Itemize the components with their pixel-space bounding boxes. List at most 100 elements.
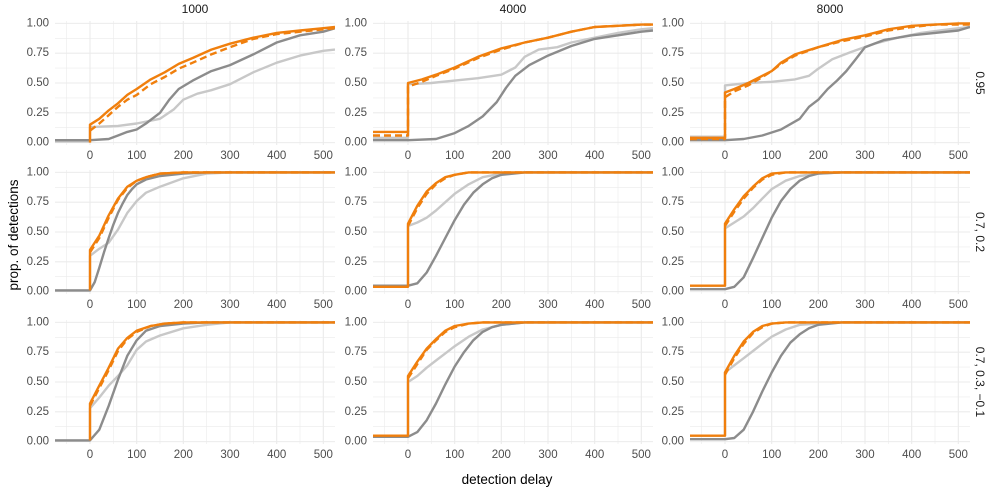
x-tick-label: 300 [220,150,239,162]
series-group [373,321,653,438]
series-line-orange-dashed [88,171,335,253]
series-line-orange-dashed [89,27,335,132]
series-line-orange-dashed [723,171,970,227]
x-tick-label: 0 [405,449,411,461]
x-tick-label: 400 [902,449,921,461]
y-tick-label: 0.25 [662,406,684,418]
series-group [55,25,335,143]
series-line-light-gray [55,171,335,292]
x-tick-label: 0 [405,299,411,311]
y-tick-label: 0.50 [27,376,49,388]
y-tick-label: 0.25 [27,107,49,119]
x-tick-label: 0 [87,449,93,461]
y-tick-label: 0.25 [345,406,367,418]
x-tick-label: 400 [902,150,921,162]
y-tick-label: 1.00 [27,17,49,29]
x-tick-label: 300 [538,299,557,311]
series-line-orange-dashed [723,321,970,376]
x-tick-label: 500 [949,449,968,461]
y-tick-label: 0.00 [345,137,367,149]
y-tick-label: 1.00 [662,316,684,328]
series-line-dark-gray [373,29,653,142]
y-tick-label: 1.00 [345,316,367,328]
series-line-light-gray [55,321,335,442]
row-strip-label: 0.7, 0.3, −0.1 [973,347,987,418]
series-group [690,22,970,142]
x-tick-label: 300 [855,299,874,311]
series-line-orange-dashed [406,171,653,227]
x-tick-label: 300 [538,150,557,162]
series-line-orange [88,171,335,291]
x-tick-label: 100 [445,299,464,311]
series-line-orange-dashed [406,321,653,380]
row-strip-label: 0.7, 0.2 [973,212,987,252]
y-tick-label: 0.75 [345,346,367,358]
y-tick-label: 0.50 [662,376,684,388]
facet-panel: 0.00 0.25 0.50 0.75 1.00 0 100 200 300 400 500 [662,17,970,162]
y-tick-label: 1.00 [27,316,49,328]
facet-panel: 0.00 0.25 0.50 0.75 1.00 0 100 200 300 400 500 [345,166,653,311]
y-tick-label: 0.75 [345,196,367,208]
x-tick-label: 100 [127,299,146,311]
x-tick-label: 0 [722,449,728,461]
series-group [373,23,653,142]
y-tick-label: 0.50 [345,226,367,238]
series-line-light-gray [373,27,653,140]
x-tick-label: 100 [762,299,781,311]
series-line-dark-gray [55,27,335,142]
x-tick-label: 0 [722,150,728,162]
x-tick-label: 100 [127,150,146,162]
series-group [690,171,970,291]
series-group [55,171,335,292]
facet-panel: 0.00 0.25 0.50 0.75 1.00 0 100 200 300 400 500 [345,17,653,162]
facet-panel: 0.00 0.25 0.50 0.75 1.00 0 100 200 300 400 500 [27,316,335,461]
y-axis-title: prop. of detections [6,179,21,290]
x-tick-label: 400 [902,299,921,311]
series-line-light-gray [55,48,335,143]
x-tick-label: 400 [585,150,604,162]
column-strip-label: 8000 [817,2,844,16]
y-tick-label: 0.00 [27,286,49,298]
x-tick-label: 500 [632,150,651,162]
y-tick-label: 0.75 [27,346,49,358]
y-tick-label: 0.25 [662,107,684,119]
x-tick-label: 100 [445,449,464,461]
x-tick-label: 500 [632,449,651,461]
column-strip-label: 1000 [182,2,209,16]
series-line-dark-gray [373,321,653,438]
y-tick-label: 0.00 [662,436,684,448]
y-tick-label: 0.50 [345,376,367,388]
series-line-orange-dashed [88,321,335,407]
facet-panel: 0.00 0.25 0.50 0.75 1.00 0 100 200 300 400 500 [662,316,970,461]
x-tick-label: 0 [87,150,93,162]
y-tick-label: 0.00 [662,286,684,298]
y-tick-label: 1.00 [662,17,684,29]
x-tick-label: 200 [809,449,828,461]
y-tick-label: 1.00 [27,166,49,178]
y-tick-label: 1.00 [345,166,367,178]
x-tick-label: 200 [174,449,193,461]
y-tick-label: 0.00 [662,137,684,149]
x-tick-label: 400 [267,449,286,461]
facet-panel: 0.00 0.25 0.50 0.75 1.00 0 100 200 300 400 500 [27,17,335,162]
x-tick-label: 0 [405,150,411,162]
series-line-orange [88,25,335,143]
series-group [373,171,653,288]
series-line-dark-gray [690,321,970,441]
x-tick-label: 500 [949,299,968,311]
y-tick-label: 0.25 [27,256,49,268]
row-strip-label: 0.95 [973,71,987,95]
x-tick-label: 100 [762,150,781,162]
x-tick-label: 400 [585,449,604,461]
y-tick-label: 0.50 [27,226,49,238]
y-tick-label: 0.50 [27,77,49,89]
y-tick-label: 0.75 [662,196,684,208]
x-tick-label: 200 [174,150,193,162]
y-tick-label: 0.50 [662,77,684,89]
y-tick-label: 0.25 [662,256,684,268]
x-tick-label: 500 [632,299,651,311]
x-tick-label: 300 [855,150,874,162]
y-tick-label: 0.75 [345,47,367,59]
x-tick-label: 300 [220,449,239,461]
series-line-dark-gray [373,171,653,287]
